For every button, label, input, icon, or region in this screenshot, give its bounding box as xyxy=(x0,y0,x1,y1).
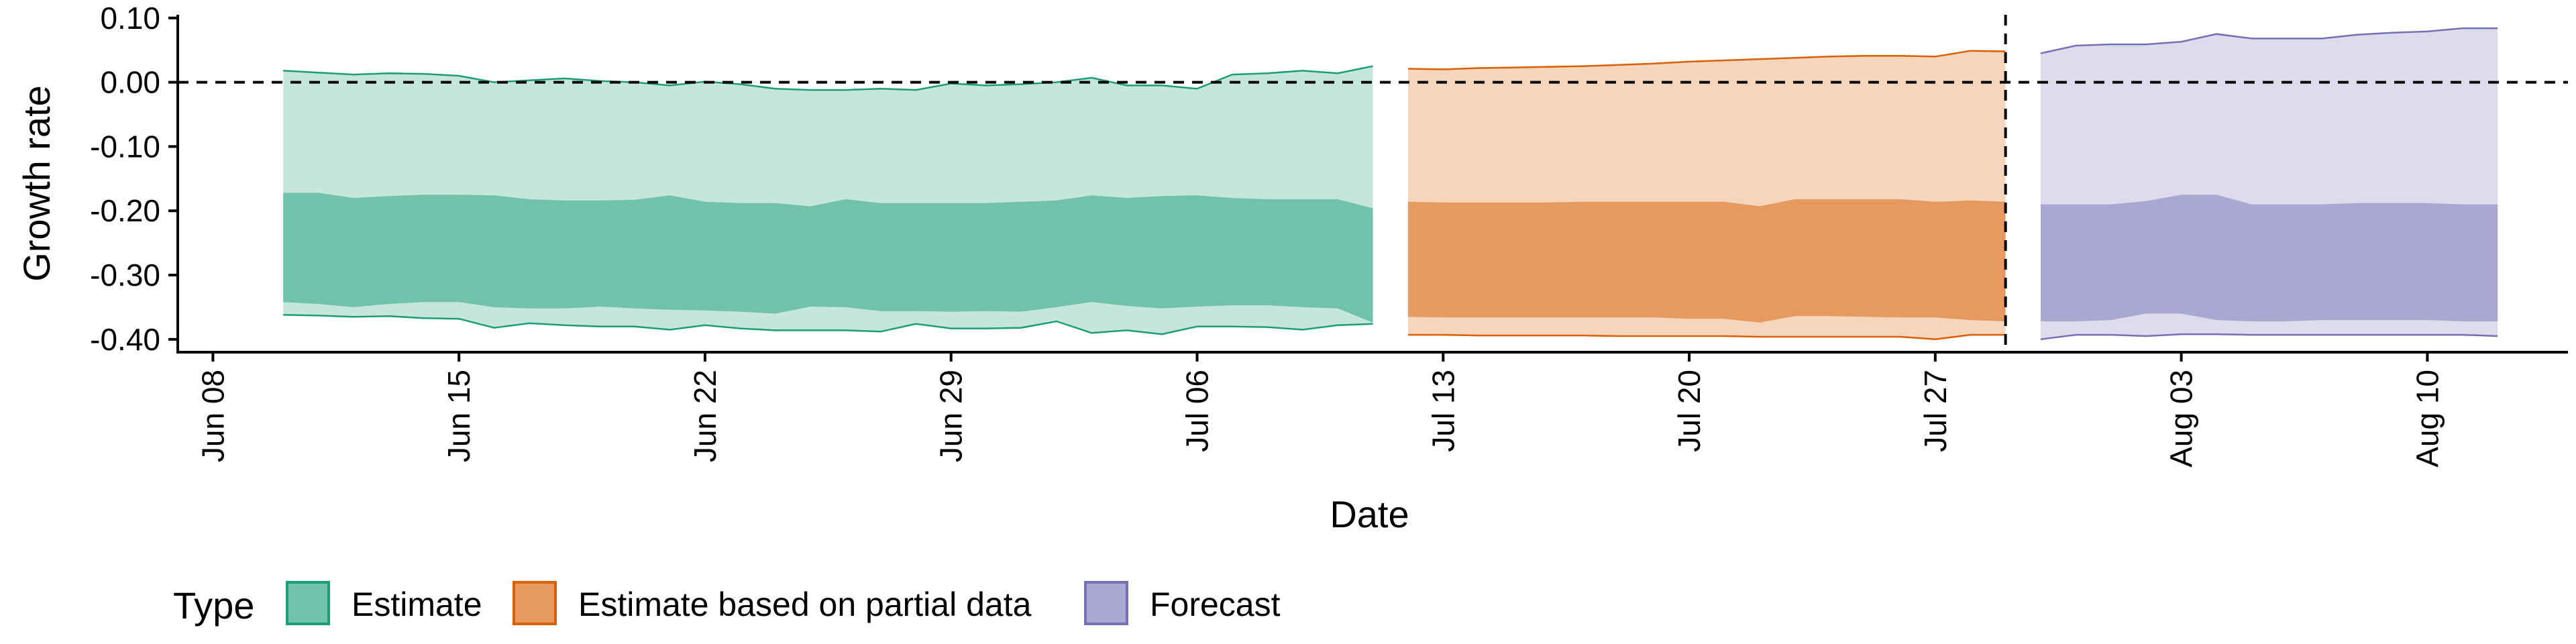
axes: 0.10 0.00 -0.10 -0.20 -0.30 -0.40 Jun 08 Jun 15… xyxy=(15,1,2568,535)
x-tick-label: Jun 08 xyxy=(195,370,230,462)
x-tick-label: Jul 27 xyxy=(1918,370,1953,452)
lower-outer-edge xyxy=(1407,333,2006,341)
legend-key xyxy=(1084,581,1128,625)
series-1 xyxy=(1407,50,2006,341)
legend-item: Forecast xyxy=(1084,581,1281,625)
y-tick-label: 0.00 xyxy=(100,65,160,100)
lower-outer-edge xyxy=(283,314,1373,335)
x-tick-label: Jun 15 xyxy=(441,370,476,462)
y-tick-label: -0.10 xyxy=(90,129,160,164)
x-tick-label: Jul 13 xyxy=(1426,370,1460,452)
inner-interval-band xyxy=(283,193,1373,323)
legend-item: Estimate xyxy=(286,581,482,625)
series-0 xyxy=(283,65,1373,335)
legend-title: Type xyxy=(173,584,254,627)
x-tick-label: Jul 20 xyxy=(1672,370,1707,452)
upper-outer-edge xyxy=(1407,50,2006,70)
y-axis-title: Growth rate xyxy=(15,85,58,282)
x-axis-title: Date xyxy=(1330,493,1409,535)
inner-interval-band xyxy=(2041,195,2498,321)
legend-item: Estimate based on partial data xyxy=(513,581,1032,625)
x-tick-label: Jun 22 xyxy=(688,370,722,462)
legend-key xyxy=(286,581,330,625)
x-tick-label: Aug 10 xyxy=(2410,370,2445,468)
reference-lines xyxy=(178,15,2568,352)
y-tick-label: -0.20 xyxy=(90,193,160,228)
series-2 xyxy=(2040,27,2498,341)
legend-label: Estimate based on partial data xyxy=(578,586,1032,623)
x-tick-label: Aug 03 xyxy=(2164,370,2199,468)
lower-outer-edge xyxy=(2040,333,2498,341)
legend: Type Estimate Estimate based on partial da… xyxy=(173,581,1281,627)
x-tick-label: Jun 29 xyxy=(934,370,969,462)
legend-key xyxy=(513,581,557,625)
inner-interval-band xyxy=(1407,199,2006,323)
y-tick-label: 0.10 xyxy=(100,1,160,36)
legend-label: Forecast xyxy=(1150,586,1281,623)
y-tick-label: -0.40 xyxy=(90,322,160,357)
y-tick-label: -0.30 xyxy=(90,258,160,292)
upper-outer-edge xyxy=(2040,27,2498,54)
legend-label: Estimate xyxy=(352,586,482,623)
x-tick-label: Jul 06 xyxy=(1180,370,1215,452)
bands-layer xyxy=(283,27,2498,341)
upper-outer-edge xyxy=(283,65,1373,91)
